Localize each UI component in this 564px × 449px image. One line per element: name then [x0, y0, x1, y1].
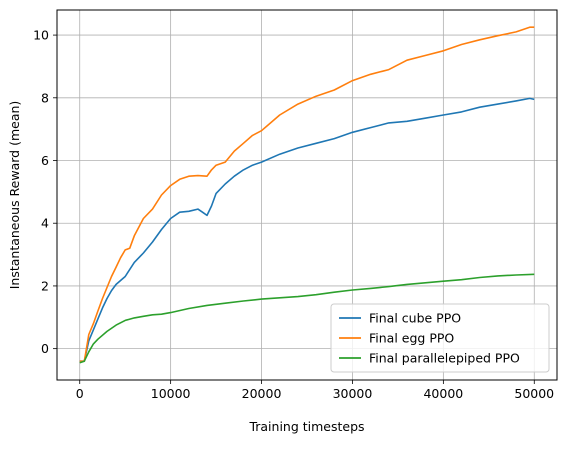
x-tick-label: 0	[76, 386, 84, 401]
y-tick-label: 2	[41, 278, 49, 293]
grid-layer	[57, 10, 557, 380]
x-tick-label: 20000	[242, 386, 282, 401]
legend-label-0: Final cube PPO	[369, 311, 461, 326]
x-tick-label: 50000	[514, 386, 554, 401]
y-tick-label: 6	[41, 153, 49, 168]
legend-box	[330, 303, 550, 373]
y-tick-label: 10	[33, 28, 49, 43]
series-line-1	[79, 26, 535, 363]
ticks-layer: 0 10000 20000 30000 40000 50000 0 2 4 6 8 10	[33, 28, 554, 401]
x-tick-label: 30000	[333, 386, 373, 401]
series-layer	[79, 26, 535, 364]
y-tick-label: 0	[41, 341, 49, 356]
x-axis-label: Training timesteps	[248, 419, 364, 434]
legend-label-2: Final parallelepiped PPO	[369, 351, 520, 366]
series-line-0	[79, 97, 535, 363]
legend-label-1: Final egg PPO	[369, 331, 454, 346]
x-tick-label: 10000	[151, 386, 191, 401]
plot-frame	[56, 9, 558, 381]
legend: Final cube PPO Final egg PPO Final paralle…	[330, 303, 550, 373]
y-tick-label: 8	[41, 90, 49, 105]
y-tick-label: 4	[41, 216, 49, 231]
x-tick-label: 40000	[423, 386, 463, 401]
series-line-2	[79, 273, 535, 364]
y-axis-label: Instantaneous Reward (mean)	[7, 101, 22, 290]
